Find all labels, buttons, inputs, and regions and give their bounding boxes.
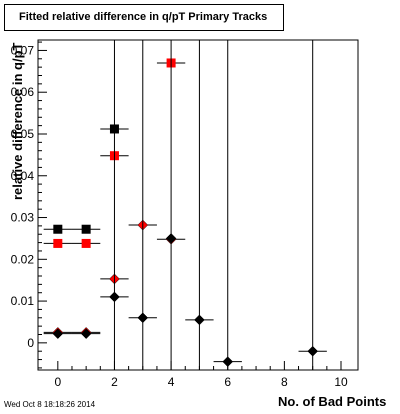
x-axis-label: No. of Bad Points: [278, 394, 387, 409]
y-tick-label: 0.03: [11, 211, 35, 225]
y-tick-label: 0.05: [11, 127, 35, 141]
data-point-diamond: [80, 328, 92, 340]
y-tick-label: 0.06: [11, 85, 35, 99]
data-point-square: [53, 238, 63, 248]
x-tick-label: 6: [224, 375, 231, 389]
x-tick-label: 10: [334, 375, 348, 389]
data-point-square: [53, 224, 63, 234]
data-point-diamond: [52, 328, 64, 340]
x-tick-label: 8: [281, 375, 288, 389]
data-point-square: [81, 224, 91, 234]
y-tick-label: 0.02: [11, 252, 35, 266]
x-tick-label: 2: [111, 375, 118, 389]
x-tick-label: 4: [168, 375, 175, 389]
data-point-diamond: [222, 356, 234, 367]
y-tick-label: 0.04: [11, 169, 35, 183]
y-tick-label: 0.01: [11, 294, 35, 308]
chart-title: Fitted relative difference in q/pT Prima…: [4, 4, 284, 31]
data-point-square: [81, 238, 91, 248]
data-point-diamond: [307, 345, 319, 357]
data-point-diamond: [194, 314, 205, 326]
x-tick-label: 0: [54, 375, 61, 389]
data-point-diamond: [109, 291, 120, 303]
footer-datetime: Wed Oct 8 18:18:26 2014: [4, 400, 96, 409]
y-tick-label: 0.07: [11, 43, 35, 57]
data-point-diamond: [165, 233, 177, 244]
y-axis-label: relative difference in q/pT: [10, 42, 25, 201]
data-point-diamond: [137, 312, 149, 324]
plot-frame: [37, 39, 359, 371]
y-tick-label: 0: [27, 336, 34, 350]
